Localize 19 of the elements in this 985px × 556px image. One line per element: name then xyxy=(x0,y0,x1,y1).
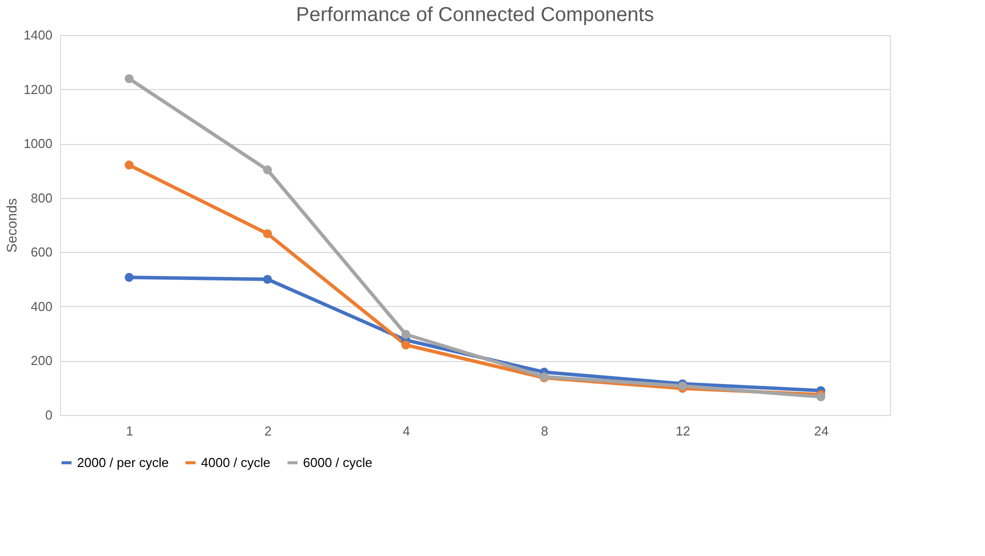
y-tick-label: 800 xyxy=(30,190,52,206)
y-tick-label: 0 xyxy=(45,408,52,422)
y-tick-label: 400 xyxy=(30,298,52,314)
y-tick-label: 1000 xyxy=(24,136,52,152)
y-tick-label: 200 xyxy=(30,353,52,368)
y-tick-label: 1200 xyxy=(24,82,52,97)
legend-label: 4000 / cycle xyxy=(201,454,270,470)
x-tick-label: 2 xyxy=(264,424,272,438)
chart-title: Performance of Connected Components xyxy=(296,4,654,26)
x-tick-label: 12 xyxy=(676,424,690,438)
legend-label: 2000 / per cycle xyxy=(77,454,169,470)
x-tick-label: 1 xyxy=(126,424,134,438)
x-tick-label: 4 xyxy=(402,424,410,438)
y-axis-title: Seconds xyxy=(4,198,20,253)
y-tick-label: 1400 xyxy=(24,28,52,42)
legend-label: 6000 / cycle xyxy=(303,454,372,470)
x-tick-label: 24 xyxy=(814,424,829,438)
x-tick-label: 8 xyxy=(541,424,548,438)
y-tick-label: 600 xyxy=(30,244,52,260)
